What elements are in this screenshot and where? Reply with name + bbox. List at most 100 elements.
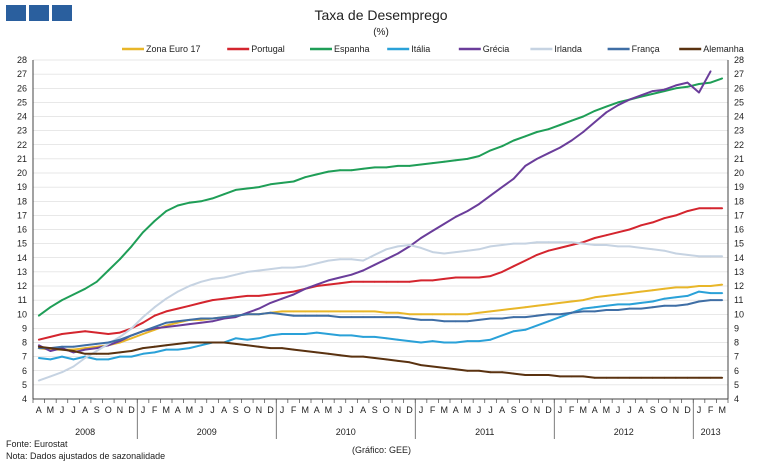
y-tick-label-left: 27 [17,69,27,79]
month-tick-label: N [117,405,124,415]
data-point-franca [559,313,561,316]
series-line-portugal [38,207,723,341]
data-point-franca [651,306,654,309]
data-point-grecia [524,165,527,167]
y-tick-label-right: 17 [734,210,744,220]
data-point-alemanha [640,376,642,379]
data-point-portugal [362,280,364,283]
data-point-espanha [188,201,191,204]
data-point-italia [420,341,422,344]
data-point-franca [119,338,121,341]
data-point-grecia [362,269,364,272]
month-tick-label: A [175,405,181,415]
data-point-italia [327,333,330,335]
data-point-alemanha [350,355,353,358]
data-point-franca [663,304,666,307]
month-tick-label: J [349,405,354,415]
month-tick-label: J [199,405,204,415]
month-tick-label: O [522,405,529,415]
data-point-espanha [281,182,283,184]
data-point-portugal [223,297,226,300]
month-tick-label: A [638,405,644,415]
data-point-espanha [95,280,98,283]
data-point-grecia [292,293,295,296]
data-point-grecia [397,252,399,255]
month-tick-label: O [105,405,112,415]
data-point-grecia [269,302,272,304]
data-point-franca [570,311,573,314]
month-tick-label: O [244,405,251,415]
data-point-italia [721,292,724,294]
data-point-alemanha [165,344,168,347]
data-point-espanha [362,167,364,170]
data-point-irlanda [49,375,52,378]
data-point-alemanha [153,345,156,348]
data-point-grecia [420,237,422,239]
y-tick-label-right: 21 [734,154,744,164]
series-line-italia [38,290,723,361]
data-point-italia [49,358,52,361]
month-tick-label: N [256,405,263,415]
data-point-espanha [536,131,538,133]
data-point-espanha [142,231,144,234]
data-point-irlanda [373,254,376,256]
data-point-portugal [350,280,353,283]
data-point-portugal [605,234,608,237]
data-point-alemanha [582,375,585,378]
data-point-franca [130,334,133,337]
data-point-irlanda [339,258,341,261]
data-point-alemanha [547,374,550,376]
month-tick-label: S [650,405,656,415]
data-point-irlanda [246,271,249,273]
data-point-espanha [617,101,619,104]
data-point-italia [119,355,121,358]
data-point-italia [663,297,666,300]
data-point-alemanha [570,375,573,378]
data-point-italia [292,333,295,335]
data-point-irlanda [420,247,422,249]
source-note: Fonte: Eurostat [6,439,68,449]
data-point-alemanha [605,376,608,379]
data-point-zona-euro-17 [651,289,654,292]
data-point-irlanda [559,241,561,244]
data-point-italia [547,320,550,323]
data-point-portugal [478,276,480,279]
y-tick-label-left: 18 [17,196,27,206]
month-tick-label: D [267,405,274,415]
data-point-grecia [628,98,631,101]
data-point-grecia [49,350,52,352]
data-point-alemanha [431,365,434,368]
data-point-franca [582,310,585,313]
year-label: 2013 [701,427,721,437]
month-tick-label: F [152,405,158,415]
y-tick-label-right: 19 [734,182,744,192]
month-tick-label: A [360,405,366,415]
data-point-irlanda [570,241,573,244]
data-point-irlanda [37,379,40,382]
data-point-espanha [478,155,480,158]
data-point-espanha [61,299,63,301]
month-tick-label: A [221,405,227,415]
chart-title: Taxa de Desemprego [314,7,447,23]
data-point-grecia [605,111,608,114]
data-point-portugal [431,279,434,282]
data-point-irlanda [200,280,202,283]
data-point-irlanda [176,290,179,293]
data-point-alemanha [37,345,40,348]
data-point-irlanda [211,278,214,280]
data-point-alemanha [663,376,666,379]
data-point-espanha [593,110,596,112]
data-point-irlanda [524,242,527,245]
y-tick-label-left: 17 [17,210,27,220]
chart-series [37,70,724,382]
data-point-grecia [431,230,434,232]
data-point-italia [593,306,596,309]
data-point-portugal [559,247,561,249]
data-point-italia [709,292,712,294]
data-point-zona-euro-17 [617,293,619,296]
data-point-portugal [327,283,330,286]
data-point-alemanha [698,376,700,379]
data-point-zona-euro-17 [443,313,446,316]
data-point-portugal [37,338,40,341]
data-point-espanha [721,77,724,80]
